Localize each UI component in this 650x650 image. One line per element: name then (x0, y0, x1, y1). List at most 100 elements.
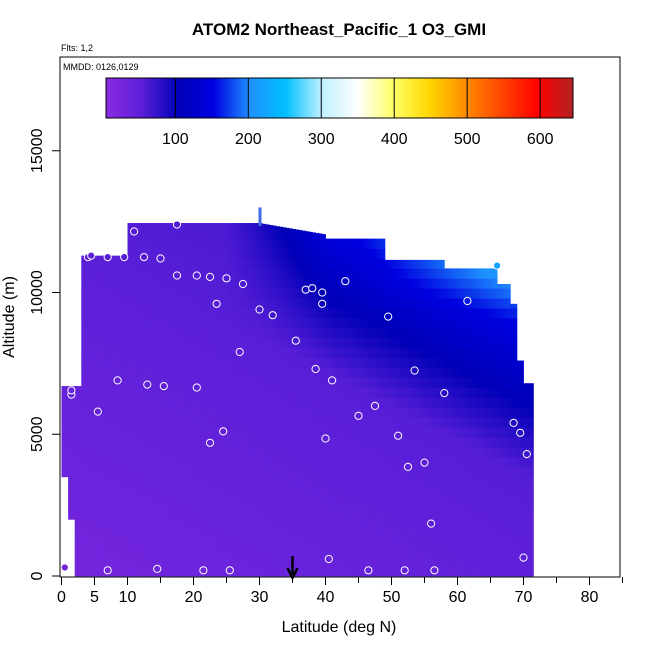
heatmap-cell (229, 417, 234, 428)
heatmap-cell (61, 386, 66, 388)
heatmap-cell (302, 556, 307, 567)
heatmap-cell (467, 367, 472, 378)
heatmap-cell (140, 556, 145, 567)
heatmap-cell (388, 259, 392, 269)
heatmap-cell (500, 397, 505, 408)
heatmap-cell (249, 466, 254, 478)
heatmap-cell (417, 476, 422, 488)
heatmap-cell (338, 437, 343, 448)
heatmap-cell (414, 506, 419, 517)
heatmap-cell (414, 476, 419, 488)
heatmap-cell (71, 420, 76, 431)
heatmap-cell (180, 238, 184, 249)
heatmap-cell (167, 347, 171, 359)
heatmap-cell (490, 486, 495, 498)
heatmap-cell (101, 337, 105, 349)
heatmap-cell (226, 367, 231, 378)
heatmap-cell (91, 337, 95, 349)
heatmap-cell (371, 486, 376, 498)
heatmap-cell (309, 536, 313, 547)
heatmap-cell (305, 476, 310, 488)
heatmap-cell (266, 288, 270, 299)
heatmap-cell (163, 308, 168, 319)
heatmap-cell (417, 357, 422, 369)
heatmap-cell (437, 268, 442, 279)
heatmap-cell (497, 546, 501, 557)
heatmap-cell (276, 516, 280, 527)
heatmap-cell (276, 238, 280, 249)
heatmap-cell (467, 397, 472, 408)
heatmap-cell (289, 327, 293, 339)
heatmap-cell (444, 407, 448, 418)
heatmap-cell (289, 506, 293, 517)
heatmap-cell (477, 278, 481, 289)
heatmap-cell (74, 486, 79, 498)
heatmap-cell (335, 427, 340, 438)
heatmap-cell (434, 556, 439, 567)
heatmap-cell (318, 536, 323, 547)
heatmap-cell (203, 347, 208, 359)
heatmap-cell (180, 248, 184, 259)
heatmap-cell (196, 248, 201, 259)
heatmap-cell (427, 486, 432, 498)
heatmap-cell (206, 238, 211, 249)
heatmap-cell (219, 516, 224, 527)
heatmap-cell (282, 337, 287, 349)
heatmap-cell (483, 308, 488, 319)
heatmap-cell (111, 397, 115, 408)
heatmap-cell (153, 456, 158, 468)
observation-point (130, 227, 139, 236)
heatmap-cell (173, 516, 178, 527)
heatmap-cell (292, 417, 297, 428)
heatmap-cell (94, 337, 99, 349)
heatmap-cell (252, 437, 257, 448)
heatmap-cell (408, 456, 412, 468)
heatmap-cell (249, 556, 254, 567)
heatmap-cell (454, 506, 458, 517)
heatmap-cell (493, 407, 498, 418)
heatmap-cell (388, 417, 392, 428)
heatmap-cell (454, 536, 458, 547)
heatmap-cell (94, 486, 99, 498)
observation-point (172, 271, 182, 280)
heatmap-cell (381, 397, 386, 408)
heatmap-cell (94, 387, 99, 398)
heatmap-cell (417, 486, 422, 498)
heatmap-cell (206, 447, 211, 458)
heatmap-cell (289, 268, 293, 279)
heatmap-cell (513, 506, 518, 517)
heatmap-cell (276, 258, 280, 269)
heatmap-cell (510, 437, 514, 448)
heatmap-cell (124, 367, 128, 378)
heatmap-cell (394, 546, 399, 557)
heatmap-cell (190, 417, 194, 428)
heatmap-cell (213, 337, 217, 349)
heatmap-cell (391, 288, 396, 299)
heatmap-cell (186, 427, 191, 438)
heatmap-cell (398, 278, 402, 289)
heatmap-cell (302, 318, 307, 329)
heatmap-cell (404, 268, 409, 279)
heatmap-cell (299, 308, 303, 319)
heatmap-cell (450, 367, 455, 378)
heatmap-cell (391, 268, 396, 279)
heatmap-cell (348, 288, 353, 299)
heatmap-cell (457, 268, 462, 279)
heatmap-cell (408, 288, 412, 299)
heatmap-cell (414, 337, 419, 349)
heatmap-cell (493, 496, 498, 507)
heatmap-cell (84, 357, 89, 369)
heatmap-cell (104, 516, 109, 527)
heatmap-cell (193, 437, 198, 448)
heatmap-cell (246, 258, 250, 269)
heatmap-cell (431, 486, 435, 498)
heatmap-cell (74, 516, 79, 527)
heatmap-cell (295, 327, 300, 339)
heatmap-cell (193, 506, 198, 517)
heatmap-cell (434, 427, 439, 438)
heatmap-cell (74, 386, 79, 388)
heatmap-cell (487, 546, 491, 557)
heatmap-cell (173, 337, 178, 349)
heatmap-cell (289, 536, 293, 547)
heatmap-cell (81, 387, 85, 398)
